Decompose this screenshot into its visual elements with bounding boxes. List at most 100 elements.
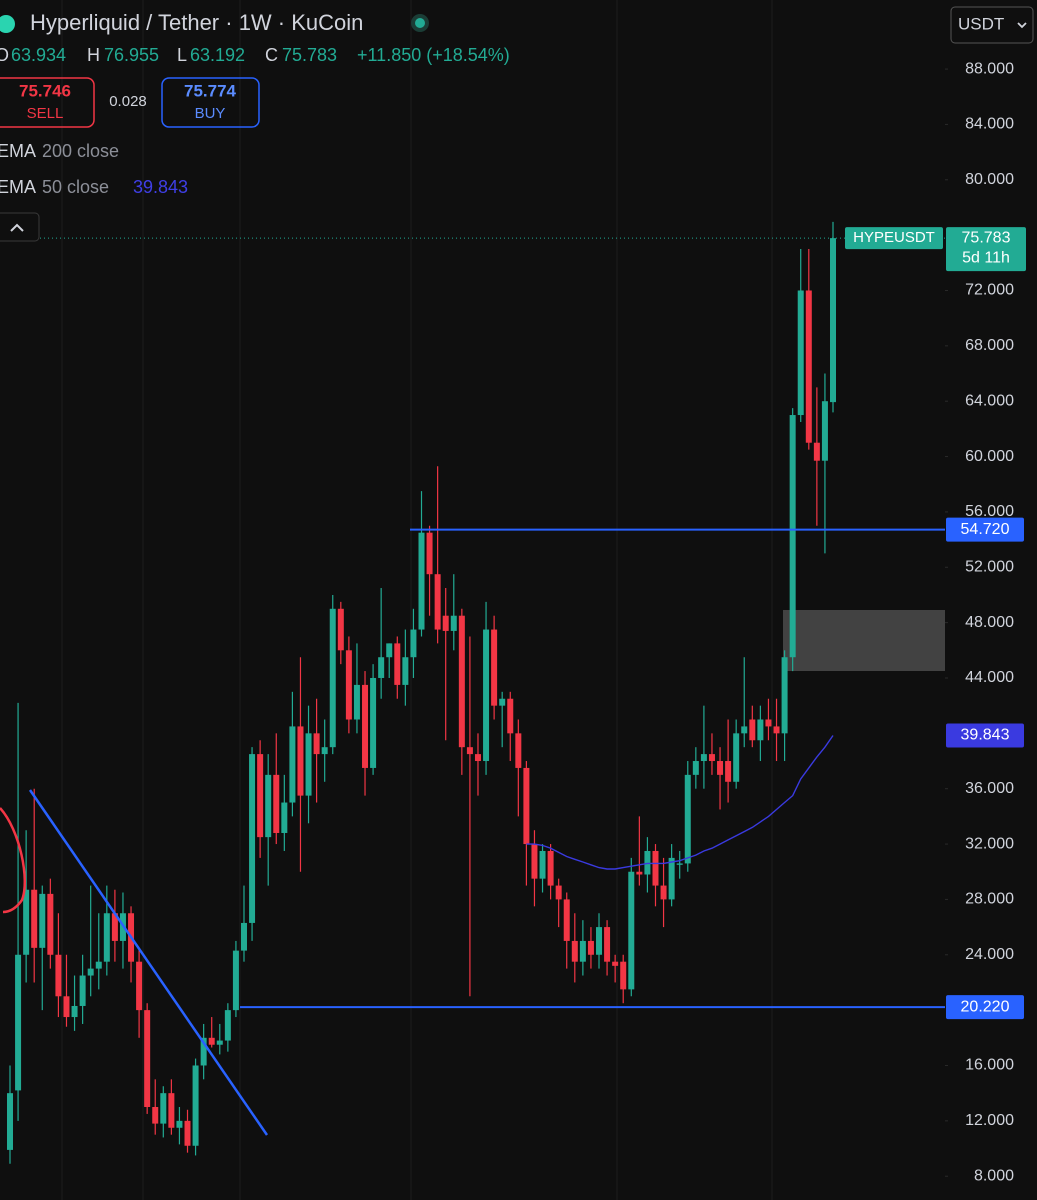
y-tick-label: 44.000: [965, 669, 1014, 686]
level-axis-label: 20.220: [961, 998, 1010, 1015]
candle-body: [797, 290, 804, 416]
y-tick-label: 32.000: [965, 835, 1014, 852]
y-tick-label: 28.000: [965, 891, 1014, 908]
candle-body: [474, 754, 481, 762]
ohlc-label: C: [265, 45, 278, 65]
price-box: [946, 227, 1026, 272]
candle-body: [337, 608, 344, 651]
sell-label: SELL: [27, 105, 64, 122]
y-tick-label: 88.000: [965, 60, 1014, 77]
ohlc-value: 76.955: [104, 45, 159, 65]
candle-body: [789, 415, 796, 658]
buy-button[interactable]: [161, 77, 260, 128]
candle-body: [345, 650, 352, 720]
y-tick-label: 12.000: [965, 1112, 1014, 1129]
indicator-name: EMA: [0, 177, 36, 197]
candle-body: [23, 889, 30, 955]
chevron-down: [1017, 22, 1027, 29]
candle-body: [281, 802, 288, 833]
candle-body: [39, 893, 46, 948]
price-label: 75.783: [962, 229, 1011, 246]
candle-body: [176, 1120, 183, 1128]
candle-body: [71, 1005, 78, 1018]
candle-body: [596, 927, 603, 955]
ema-axis-box: [946, 723, 1024, 748]
ohlc-value: 63.192: [190, 45, 245, 65]
y-tick-label: 84.000: [965, 116, 1014, 133]
trend-line: [28, 789, 269, 1136]
currency: USDT: [958, 14, 1004, 33]
candle-body: [555, 885, 562, 900]
candle-body: [362, 684, 369, 768]
ohlc-label: L: [177, 45, 187, 65]
y-tick-label: 8.000: [974, 1167, 1014, 1184]
candle-body: [491, 629, 498, 706]
y-tick-label: 60.000: [965, 448, 1014, 465]
candle-body: [531, 844, 538, 879]
indicator-value: 39.843: [133, 177, 188, 197]
candle-body: [515, 733, 522, 768]
candle-body: [708, 754, 715, 762]
y-tick-label: 56.000: [965, 503, 1014, 520]
candle-body: [378, 657, 385, 678]
indicator-params: 50 close: [42, 177, 109, 197]
candle-body: [249, 754, 256, 923]
candle-body: [370, 677, 377, 768]
level-axis-box: [946, 517, 1024, 542]
status-dot: [415, 18, 425, 28]
candle-body: [668, 857, 675, 900]
symbol-box: [845, 227, 943, 250]
indicator-name: EMA: [0, 141, 36, 161]
candle-body: [757, 719, 764, 741]
candle-body: [87, 968, 94, 976]
candle-body: [652, 850, 659, 886]
candle-body: [636, 871, 643, 875]
candle-body: [692, 761, 699, 775]
y-tick-label: 36.000: [965, 780, 1014, 797]
candle-body: [63, 996, 70, 1018]
candle-body: [224, 1010, 231, 1041]
candle-body: [773, 726, 780, 734]
candle-body: [394, 643, 401, 685]
candle-body: [7, 1093, 13, 1150]
level-axis-box: [946, 995, 1024, 1020]
candle-body: [192, 1065, 199, 1146]
candle-body: [200, 1037, 207, 1066]
hand-drawing: [0, 807, 26, 914]
candle-body: [418, 532, 425, 630]
ema-axis-label: 39.843: [961, 727, 1010, 744]
level-axis-label: 54.720: [961, 521, 1010, 538]
y-tick-label: 48.000: [965, 614, 1014, 631]
zone-box: [783, 610, 945, 671]
candle-body: [442, 615, 449, 631]
sell-button[interactable]: [0, 77, 95, 128]
candle-body: [273, 774, 280, 833]
candle-body: [821, 401, 828, 461]
candle-body: [781, 657, 788, 734]
candle-body: [507, 698, 514, 734]
symbol-label: HYPEUSDT: [853, 229, 935, 246]
vertical-grid: [61, 0, 773, 1200]
candle-body: [160, 1093, 167, 1124]
currency-dropdown[interactable]: [950, 6, 1034, 44]
candle-body: [55, 954, 62, 997]
symbol-icon: [0, 15, 15, 33]
candle-body: [547, 850, 554, 886]
candle-body: [765, 719, 772, 727]
candle-body: [152, 1107, 159, 1124]
candle-body: [571, 940, 578, 962]
ohlc-label: H: [87, 45, 100, 65]
candle-body: [321, 747, 328, 755]
candle-body: [111, 913, 118, 941]
y-tick-label: 24.000: [965, 946, 1014, 963]
candle-body: [329, 608, 336, 748]
candle-body: [386, 643, 393, 658]
candle-body: [628, 871, 635, 990]
candle-body: [813, 442, 820, 461]
candle-body: [604, 927, 611, 962]
candle-body: [353, 684, 360, 720]
candle-body: [208, 1037, 215, 1045]
candle-body: [458, 615, 465, 748]
candle-body: [830, 238, 836, 403]
